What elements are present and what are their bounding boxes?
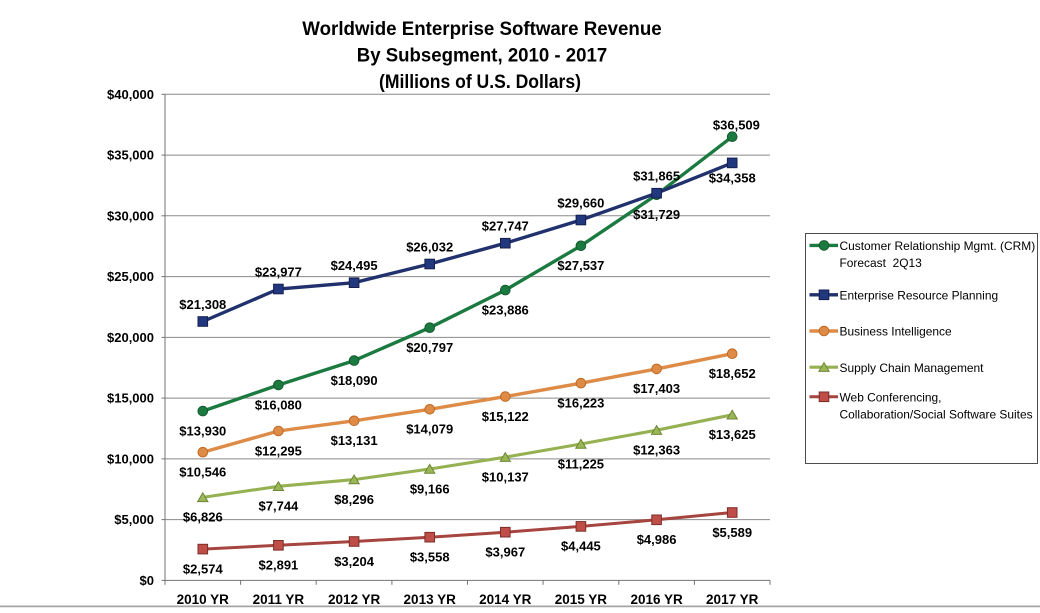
svg-text:$25,000: $25,000 [107,269,154,284]
svg-text:$15,000: $15,000 [107,391,154,406]
svg-text:$31,865: $31,865 [633,169,680,184]
svg-text:$36,509: $36,509 [713,117,760,132]
svg-text:$20,797: $20,797 [406,340,453,355]
svg-text:$20,000: $20,000 [107,330,154,345]
svg-text:$29,660: $29,660 [557,196,604,211]
svg-text:$13,930: $13,930 [179,423,226,438]
svg-text:$18,090: $18,090 [331,373,378,388]
svg-text:(Millions of U.S. Dollars): (Millions of U.S. Dollars) [379,71,581,93]
svg-text:Customer Relationship Mgmt. (C: Customer Relationship Mgmt. (CRM) [840,239,1036,253]
svg-text:$4,445: $4,445 [561,539,601,554]
svg-text:$24,495: $24,495 [331,258,378,273]
svg-text:2012 YR: 2012 YR [328,592,381,607]
svg-text:Web Conferencing,: Web Conferencing, [840,391,942,405]
svg-text:2016 YR: 2016 YR [630,592,683,607]
svg-text:2011 YR: 2011 YR [253,592,305,607]
svg-text:$12,295: $12,295 [255,443,302,458]
svg-text:2017 YR: 2017 YR [706,592,759,607]
svg-text:$27,537: $27,537 [557,258,604,273]
svg-text:$16,223: $16,223 [557,396,604,411]
svg-text:$35,000: $35,000 [107,148,154,163]
svg-text:$3,967: $3,967 [485,545,525,560]
svg-text:$0: $0 [140,573,154,588]
svg-text:2014 YR: 2014 YR [479,592,532,607]
svg-text:$23,886: $23,886 [482,302,529,317]
svg-text:$11,225: $11,225 [558,456,604,471]
svg-text:Worldwide Enterprise Software: Worldwide Enterprise Software Revenue [302,18,662,40]
svg-text:By Subsegment, 2010 - 2017: By Subsegment, 2010 - 2017 [357,45,607,67]
svg-text:$21,308: $21,308 [179,297,226,312]
svg-text:2013 YR: 2013 YR [404,592,457,607]
svg-text:Business Intelligence: Business Intelligence [840,325,953,339]
svg-text:$26,032: $26,032 [406,240,453,255]
svg-text:$8,296: $8,296 [334,492,374,507]
svg-text:$34,358: $34,358 [709,171,756,186]
svg-text:$10,546: $10,546 [179,465,226,480]
svg-text:$5,589: $5,589 [712,525,752,540]
svg-text:$10,137: $10,137 [482,470,529,485]
svg-text:$40,000: $40,000 [107,87,154,102]
svg-text:Supply Chain Management: Supply Chain Management [840,361,985,375]
svg-text:2015 YR: 2015 YR [555,592,608,607]
svg-text:$13,131: $13,131 [331,433,378,448]
svg-text:$2,891: $2,891 [259,558,299,573]
svg-text:2010 YR: 2010 YR [177,592,230,607]
svg-text:$16,080: $16,080 [255,397,302,412]
svg-text:$23,977: $23,977 [255,265,302,280]
svg-text:$27,747: $27,747 [482,219,529,234]
svg-text:$5,000: $5,000 [114,512,154,527]
svg-text:$3,204: $3,204 [334,554,375,569]
svg-text:$18,652: $18,652 [709,366,756,381]
svg-text:$14,079: $14,079 [406,422,453,437]
svg-text:$30,000: $30,000 [107,208,154,223]
svg-text:$17,403: $17,403 [633,381,680,396]
svg-text:$10,000: $10,000 [107,452,154,467]
svg-text:$2,574: $2,574 [183,561,224,576]
svg-text:$7,744: $7,744 [259,499,300,514]
svg-text:$15,122: $15,122 [482,409,529,424]
svg-text:$6,826: $6,826 [183,510,223,525]
svg-text:$3,558: $3,558 [410,550,450,565]
svg-text:$9,166: $9,166 [410,481,450,496]
svg-text:Collaboration/Social Software: Collaboration/Social Software Suites [840,408,1033,422]
svg-text:$12,363: $12,363 [633,443,680,458]
svg-text:$4,986: $4,986 [637,532,677,547]
svg-text:Forecast 2Q13: Forecast 2Q13 [840,256,923,270]
svg-text:$13,625: $13,625 [709,427,756,442]
svg-text:Enterprise Resource Planning: Enterprise Resource Planning [840,289,999,303]
svg-text:$31,729: $31,729 [633,207,680,222]
